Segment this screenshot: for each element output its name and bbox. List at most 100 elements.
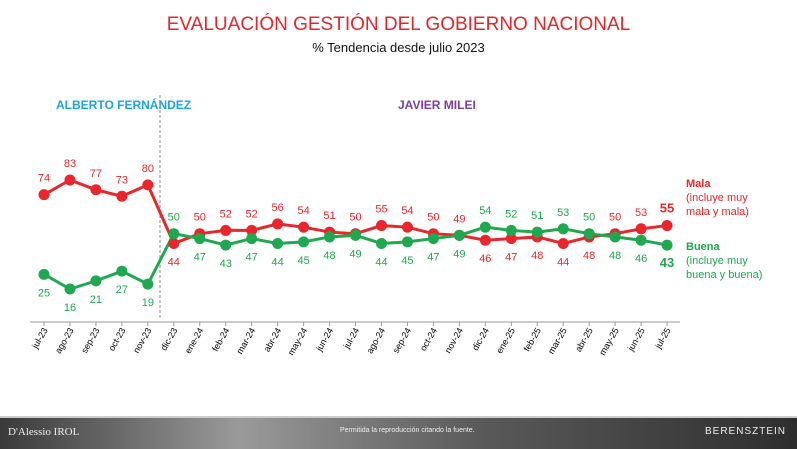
x-tick-label: ago-24 <box>365 326 388 355</box>
data-label-buena: 44 <box>272 256 284 268</box>
data-point-mala <box>479 234 491 246</box>
data-point-buena <box>427 233 439 245</box>
data-point-buena <box>168 228 180 240</box>
data-point-mala <box>116 190 128 202</box>
x-tick-label: may-24 <box>286 326 310 357</box>
footer-note: Permitida la reproducción citando la fue… <box>340 427 475 434</box>
data-label-mala: 83 <box>64 158 76 170</box>
data-point-buena <box>479 221 491 233</box>
data-point-mala <box>401 221 413 233</box>
data-point-buena <box>142 278 154 290</box>
data-point-buena <box>531 226 543 238</box>
x-tick-label: nov-24 <box>443 326 465 355</box>
data-point-mala <box>168 237 180 249</box>
data-label-buena: 54 <box>479 205 491 217</box>
data-label-buena: 51 <box>531 210 543 222</box>
data-label-mala: 54 <box>401 205 413 217</box>
legend-mala-name: Mala <box>686 178 711 190</box>
x-tick-label: dic-23 <box>159 326 180 352</box>
data-point-buena <box>505 224 517 236</box>
data-label-mala: 46 <box>479 253 491 265</box>
data-point-mala <box>272 218 284 230</box>
data-point-buena <box>194 233 206 245</box>
data-label-mala: 55 <box>375 204 387 216</box>
data-label-mala: 51 <box>323 210 335 222</box>
x-tick-label: may-25 <box>597 326 621 357</box>
footer: D'Alessio IROL Permitida la reproducción… <box>0 416 797 449</box>
data-point-buena <box>453 229 465 241</box>
data-point-buena <box>324 231 336 243</box>
x-tick-label: abr-25 <box>573 326 595 354</box>
data-point-buena <box>557 223 569 235</box>
data-point-buena <box>350 229 362 241</box>
x-tick-label: jun-25 <box>625 326 647 354</box>
data-point-mala <box>635 223 647 235</box>
data-point-buena <box>401 236 413 248</box>
x-tick-label: abr-24 <box>262 326 284 354</box>
data-point-buena <box>116 265 128 277</box>
data-point-mala <box>505 233 517 245</box>
data-point-buena <box>246 233 258 245</box>
data-label-mala: 48 <box>583 250 595 262</box>
x-tick-label: oct-23 <box>106 326 127 353</box>
x-tick-label: jun-24 <box>314 326 336 354</box>
legend-mala-note: (incluye muy mala y mala) <box>686 192 749 218</box>
data-label-buena: 50 <box>168 212 180 224</box>
x-tick-label: ene-25 <box>494 326 517 355</box>
footer-logo-dalessio: D'Alessio IROL <box>8 426 80 438</box>
x-tick-label: dic-24 <box>470 326 491 352</box>
data-label-buena: 53 <box>557 207 569 219</box>
data-point-mala <box>90 184 102 196</box>
data-point-buena <box>661 239 673 251</box>
data-label-buena: 47 <box>246 252 258 264</box>
data-point-buena <box>298 236 310 248</box>
data-label-buena: 27 <box>116 284 128 296</box>
data-label-mala: 77 <box>90 168 102 180</box>
data-point-mala <box>220 224 232 236</box>
data-point-mala <box>142 179 154 191</box>
data-label-mala: 47 <box>505 252 517 264</box>
data-point-mala <box>375 220 387 232</box>
data-label-buena: 45 <box>297 255 309 267</box>
x-tick-label: jul-23 <box>30 326 50 351</box>
line-chart: jul-23 ago-23 sep-23 oct-23 nov-23 dic-23 ene-… <box>30 95 680 357</box>
x-tick-label: mar-24 <box>234 326 257 356</box>
data-label-mala: 55 <box>660 201 674 216</box>
data-label-mala: 52 <box>246 208 258 220</box>
data-label-mala: 50 <box>194 212 206 224</box>
data-label-mala: 53 <box>635 207 647 219</box>
chart-title: EVALUACIÓN GESTIÓN DEL GOBIERNO NACIONAL <box>166 14 631 35</box>
data-label-buena: 16 <box>64 302 76 314</box>
legend-mala: Mala (incluye muy mala y mala) <box>686 177 766 219</box>
data-label-buena: 47 <box>194 252 206 264</box>
data-label-mala: 50 <box>349 212 361 224</box>
data-label-buena: 47 <box>427 252 439 264</box>
data-point-buena <box>583 228 595 240</box>
data-point-buena <box>609 231 621 243</box>
data-point-mala <box>557 237 569 249</box>
footer-logo-berensztein: BERENSZTEIN <box>705 426 787 437</box>
data-label-buena: 45 <box>401 255 413 267</box>
legend-buena: Buena (incluye muy buena y buena) <box>686 240 771 282</box>
legend-buena-name: Buena <box>686 241 720 253</box>
data-point-buena <box>64 283 76 295</box>
annotation-fernandez: ALBERTO FERNÁNDEZ <box>56 98 192 112</box>
data-point-buena <box>38 268 50 280</box>
data-label-buena: 50 <box>583 212 595 224</box>
data-point-mala <box>661 220 673 232</box>
x-tick-label: jul-24 <box>341 326 361 351</box>
legend-buena-note: (incluye muy buena y buena) <box>686 255 763 281</box>
data-label-buena: 49 <box>349 248 361 260</box>
data-label-mala: 74 <box>38 173 50 185</box>
data-point-buena <box>635 234 647 246</box>
x-tick-label: sep-23 <box>79 326 101 355</box>
data-label-buena: 43 <box>660 255 674 270</box>
data-label-buena: 46 <box>635 253 647 265</box>
x-tick-label: nov-23 <box>131 326 153 355</box>
x-tick-label: mar-25 <box>546 326 569 356</box>
data-label-mala: 49 <box>453 213 465 225</box>
data-label-mala: 44 <box>168 256 180 268</box>
data-label-buena: 43 <box>220 258 232 270</box>
data-point-mala <box>64 174 76 186</box>
data-label-mala: 44 <box>557 256 569 268</box>
